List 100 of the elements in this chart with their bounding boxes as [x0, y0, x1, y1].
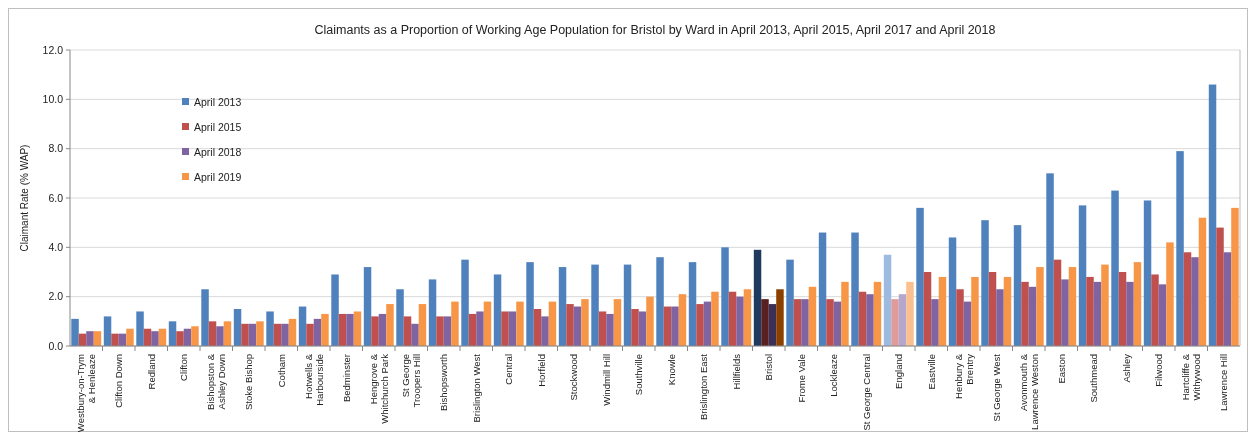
bar — [663, 306, 672, 346]
bar — [688, 262, 697, 346]
bar — [1183, 252, 1192, 346]
bar — [591, 264, 599, 346]
x-tick-label: Hotwells & Harbourside — [302, 353, 325, 406]
x-tick-label: Southville — [633, 354, 645, 396]
bar — [768, 304, 777, 346]
bar — [931, 299, 939, 346]
bar — [646, 296, 654, 346]
bar — [703, 301, 712, 346]
bar — [988, 272, 997, 346]
chart-title: Claimants as a Proportion of Working Age Population for Bristol by Ward in April 2013, April 2015, April 2017 and April 2018 — [314, 23, 996, 37]
bar — [923, 272, 932, 346]
bar — [1133, 262, 1142, 346]
y-tick-label: 8.0 — [48, 142, 64, 155]
bar — [786, 259, 794, 346]
bar — [136, 311, 144, 346]
bar — [281, 323, 289, 346]
bar — [103, 316, 112, 346]
x-tick-label: Westbury-on-Trym & Henleaze — [75, 353, 98, 432]
bar — [898, 294, 907, 346]
bar — [501, 311, 509, 346]
x-tick-label: Bedminster — [340, 354, 352, 403]
bar — [288, 318, 297, 346]
x-tick-label: Horfield — [535, 354, 547, 387]
y-axis-title: Claimant Rate (% WAP) — [19, 144, 30, 252]
bar — [971, 276, 979, 346]
bar — [378, 313, 387, 346]
bar — [418, 304, 427, 346]
bar — [981, 220, 989, 346]
bar — [873, 281, 882, 346]
x-tick-label: Filwood — [1153, 354, 1165, 387]
bar — [833, 301, 842, 346]
bar — [208, 321, 217, 346]
bar — [386, 304, 394, 346]
bar — [581, 299, 589, 346]
bar — [346, 313, 354, 346]
bar — [306, 323, 314, 346]
bar — [1053, 259, 1062, 346]
bar — [321, 313, 329, 346]
x-tick-label: Lawrence Hill — [1218, 354, 1230, 412]
bar — [338, 313, 347, 346]
bar — [476, 311, 484, 346]
bar — [396, 289, 404, 346]
bar — [906, 281, 914, 346]
bar — [841, 281, 849, 346]
bar — [883, 254, 892, 346]
bar — [826, 299, 834, 346]
bar — [353, 311, 362, 346]
x-tick-label: England — [893, 354, 905, 389]
x-tick-label: Henbury & Brentry — [952, 353, 975, 399]
y-tick-label: 2.0 — [48, 290, 64, 303]
bar — [631, 309, 639, 346]
x-tick-label: Avonmouth & Lawrence Weston — [1017, 353, 1040, 430]
x-tick-label: Bishopsworth — [438, 354, 450, 412]
bar — [111, 333, 119, 346]
bar — [606, 313, 614, 346]
bar — [696, 304, 704, 346]
bar — [411, 323, 419, 346]
bar — [1061, 279, 1069, 346]
bar — [558, 267, 567, 346]
bar — [1176, 151, 1184, 346]
x-tick-label: Windmill Hill — [600, 354, 612, 406]
bar — [1086, 276, 1094, 346]
x-tick-label: Brislington East — [698, 353, 710, 421]
bar — [1046, 173, 1054, 346]
y-tick-label: 0.0 — [48, 339, 64, 352]
bar — [223, 321, 232, 346]
bar — [1151, 274, 1159, 346]
x-tick-label: St George Troopers Hill — [400, 354, 423, 408]
bar — [1111, 190, 1119, 346]
bar — [721, 247, 729, 346]
x-tick-label: St George West — [990, 353, 1002, 422]
bar — [1231, 207, 1239, 346]
x-tick-label: Stockwood — [568, 354, 580, 401]
x-tick-label: Frome Vale — [795, 354, 807, 403]
bar — [963, 301, 972, 346]
bar — [241, 323, 249, 346]
bar — [776, 289, 784, 346]
bar — [1078, 205, 1087, 346]
bar — [508, 311, 517, 346]
bar — [613, 299, 622, 346]
bar — [266, 311, 274, 346]
bar — [678, 294, 687, 346]
bar — [256, 321, 264, 346]
bar — [916, 207, 924, 346]
x-tick-label: Clifton Down — [113, 354, 125, 408]
bar — [656, 257, 664, 346]
y-tick-label: 12.0 — [42, 43, 64, 56]
bar — [808, 286, 817, 346]
bar — [728, 291, 737, 346]
bar — [793, 299, 802, 346]
bar — [1118, 272, 1127, 346]
bar — [548, 301, 557, 346]
x-tick-label: Ashley — [1120, 353, 1132, 383]
bar — [1198, 217, 1207, 346]
x-tick-label: Hartcliffe & Withywood — [1180, 353, 1203, 401]
bar — [801, 299, 809, 346]
legend-label: April 2013 — [194, 95, 242, 108]
bar — [403, 316, 412, 346]
